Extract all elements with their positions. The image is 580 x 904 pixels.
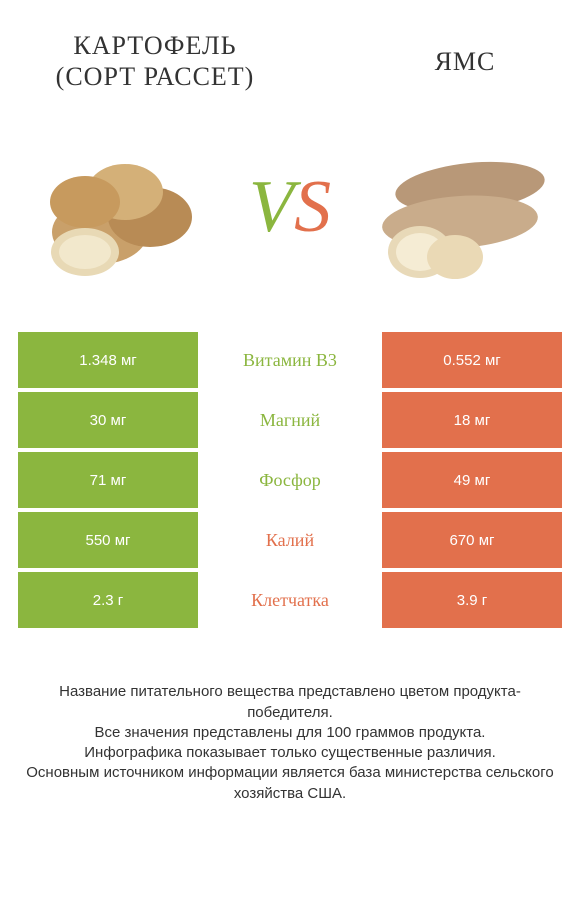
product-image-right xyxy=(360,122,550,292)
footer-notes: Название питательного вещества представл… xyxy=(0,632,580,804)
table-row: 1.348 мгВитамин B30.552 мг xyxy=(18,332,562,388)
row-right-value: 670 мг xyxy=(382,512,562,568)
footer-line-4: Основным источником информации является … xyxy=(18,763,562,804)
footer-line-1: Название питательного вещества представл… xyxy=(18,682,562,723)
table-row: 30 мгМагний18 мг xyxy=(18,392,562,448)
table-row: 550 мгКалий670 мг xyxy=(18,512,562,568)
row-nutrient-name: Клетчатка xyxy=(198,572,382,628)
row-left-value: 550 мг xyxy=(18,512,198,568)
row-nutrient-name: Фосфор xyxy=(198,452,382,508)
product-title-right: ЯМС xyxy=(390,46,540,77)
vs-label: VS xyxy=(249,165,331,250)
row-left-value: 2.3 г xyxy=(18,572,198,628)
images-row: VS xyxy=(0,102,580,332)
row-right-value: 49 мг xyxy=(382,452,562,508)
row-right-value: 3.9 г xyxy=(382,572,562,628)
header: КАРТОФЕЛЬ (СОРТ РАССЕТ) ЯМС xyxy=(0,0,580,102)
row-right-value: 0.552 мг xyxy=(382,332,562,388)
nutrition-table: 1.348 мгВитамин B30.552 мг30 мгМагний18 … xyxy=(0,332,580,628)
table-row: 71 мгФосфор49 мг xyxy=(18,452,562,508)
footer-line-3: Инфографика показывает только существенн… xyxy=(18,743,562,763)
row-left-value: 1.348 мг xyxy=(18,332,198,388)
row-left-value: 30 мг xyxy=(18,392,198,448)
row-left-value: 71 мг xyxy=(18,452,198,508)
table-row: 2.3 гКлетчатка3.9 г xyxy=(18,572,562,628)
vs-v: V xyxy=(249,165,294,250)
row-nutrient-name: Витамин B3 xyxy=(198,332,382,388)
row-nutrient-name: Магний xyxy=(198,392,382,448)
vs-s: S xyxy=(294,165,331,250)
row-right-value: 18 мг xyxy=(382,392,562,448)
footer-line-2: Все значения представлены для 100 граммо… xyxy=(18,723,562,743)
product-image-left xyxy=(30,122,220,292)
row-nutrient-name: Калий xyxy=(198,512,382,568)
product-title-left: КАРТОФЕЛЬ (СОРТ РАССЕТ) xyxy=(40,30,270,92)
